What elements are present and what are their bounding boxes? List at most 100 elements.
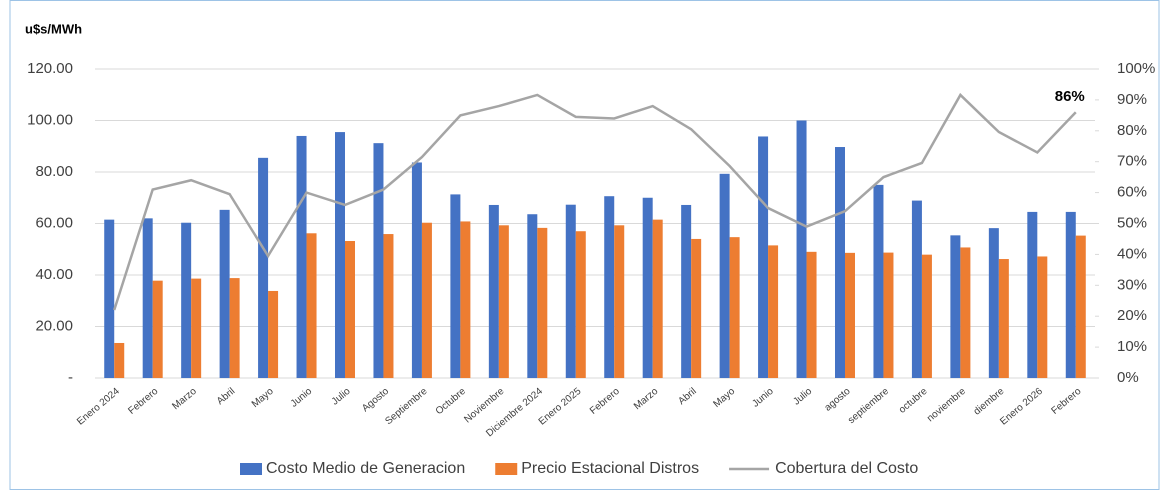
y2-tick-label: 100%	[1117, 60, 1155, 77]
x-tick-label: Julio	[791, 386, 814, 408]
bar	[527, 214, 538, 378]
bar	[1037, 256, 1048, 378]
bar	[181, 222, 192, 378]
x-tick-label: Junio	[750, 386, 776, 410]
bar	[1075, 235, 1086, 378]
bar	[719, 173, 730, 378]
y2-tick-label: 60%	[1117, 184, 1147, 201]
bar	[681, 204, 692, 378]
x-tick-label: Octubre	[434, 386, 469, 418]
bar	[845, 252, 855, 378]
x-tick-label: Febrero	[1050, 386, 1084, 417]
data-label: 86%	[1055, 88, 1085, 105]
bar	[835, 147, 845, 378]
bar	[383, 234, 394, 378]
bar	[229, 278, 240, 378]
y-tick-label: 80.00	[35, 163, 73, 180]
x-tick-label: agosto	[823, 386, 853, 414]
y-tick-label: -	[68, 369, 73, 386]
x-tick-label: Junio	[289, 386, 315, 410]
x-tick-label: Enero 2025	[537, 386, 584, 428]
x-tick-label: Mayo	[250, 386, 276, 410]
x-tick-label: Febrero	[588, 386, 622, 417]
bar	[642, 197, 653, 378]
bar	[421, 222, 432, 378]
x-tick-label: noviembre	[925, 386, 968, 425]
bar	[1027, 211, 1038, 378]
legend-label: Cobertura del Costo	[775, 460, 918, 477]
y2-tick-label: 20%	[1117, 307, 1147, 324]
y-tick-label: 20.00	[35, 317, 73, 334]
bar	[575, 231, 586, 378]
x-tick-label: Marzo	[632, 386, 661, 413]
y-tick-label: 40.00	[35, 266, 73, 283]
bar	[345, 241, 355, 378]
bar	[758, 136, 769, 378]
x-tick-label: Mayo	[711, 386, 737, 410]
bar	[142, 218, 153, 378]
x-tick-label: Julio	[330, 386, 353, 408]
bar	[998, 259, 1009, 378]
bar	[652, 219, 663, 378]
bar	[296, 135, 307, 378]
y-tick-label: 120.00	[27, 60, 73, 77]
line	[113, 92, 1077, 311]
y2-tick-label: 50%	[1117, 214, 1147, 231]
x-tick-label: octubre	[897, 386, 930, 416]
bar	[104, 219, 115, 378]
bar	[729, 237, 740, 378]
bar	[911, 200, 922, 378]
bar	[921, 254, 932, 378]
x-tick-label: Septiembre	[383, 386, 430, 428]
bar	[152, 280, 163, 378]
bar	[691, 238, 702, 378]
bar	[1065, 211, 1076, 378]
bar	[219, 209, 230, 378]
x-tick-label: septiembre	[846, 386, 891, 427]
y2-tick-label: 90%	[1117, 91, 1147, 108]
legend-marker	[495, 463, 518, 475]
x-tick-label: diembre	[972, 386, 1007, 418]
bar	[191, 278, 202, 378]
x-tick-label: Enero 2026	[998, 386, 1045, 428]
bar	[950, 235, 961, 378]
bar	[960, 247, 971, 378]
bar	[604, 196, 615, 378]
bar	[114, 342, 125, 378]
y2-tick-label: 70%	[1117, 153, 1147, 170]
bar	[373, 143, 384, 378]
y-tick-label: 60.00	[35, 214, 73, 231]
bar	[488, 204, 499, 378]
y2-tick-label: 10%	[1117, 338, 1147, 355]
bar	[768, 245, 779, 378]
x-tick-label: Marzo	[170, 386, 199, 413]
bar	[796, 120, 807, 378]
bar	[450, 194, 461, 378]
x-tick-label: Abril	[215, 386, 237, 407]
legend-marker	[240, 463, 262, 475]
bar	[306, 233, 317, 378]
x-tick-label: Enero 2024	[75, 386, 122, 428]
bar	[883, 252, 894, 378]
y2-tick-label: 30%	[1117, 276, 1147, 293]
y-tick-label: 100.00	[27, 111, 73, 128]
y2-tick-label: 40%	[1117, 245, 1147, 262]
legend-label: Precio Estacional Distros	[521, 460, 699, 477]
bar	[268, 290, 279, 378]
y2-tick-label: 80%	[1117, 122, 1147, 139]
legend-label: Costo Medio de Generacion	[266, 460, 465, 477]
bar	[806, 251, 817, 378]
bar	[460, 221, 471, 378]
y-axis-label: u$s/MWh	[25, 21, 82, 36]
bar	[335, 132, 345, 378]
bar	[565, 204, 576, 378]
bar	[873, 184, 884, 378]
y2-tick-label: 0%	[1117, 369, 1139, 386]
x-tick-label: Febrero	[126, 386, 160, 417]
bar	[614, 225, 625, 378]
x-tick-label: Abril	[676, 386, 698, 407]
bar	[988, 228, 999, 378]
x-tick-label: Agosto	[360, 386, 391, 415]
bar	[537, 227, 548, 378]
